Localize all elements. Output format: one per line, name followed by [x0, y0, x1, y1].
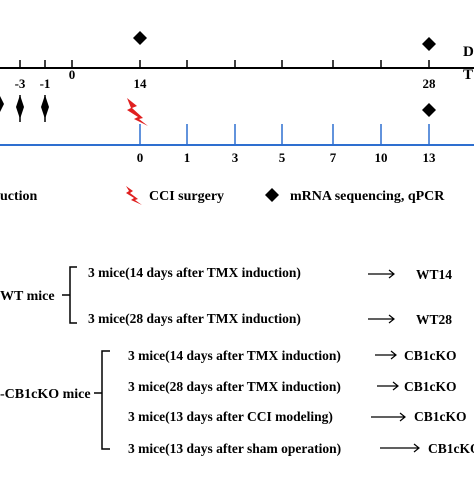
sequencing-diamond-icon — [422, 103, 436, 117]
top-timeline: D T -3 -1 0 14 28 — [0, 31, 474, 122]
legend-sequencing-label: mRNA sequencing, qPCR — [290, 189, 445, 204]
group-name: WT mice — [0, 289, 55, 304]
arrow-icon — [371, 412, 406, 422]
bottom-timeline: 0 1 3 5 7 10 13 — [0, 124, 474, 165]
group-row-result: CB1cKO — [414, 409, 467, 424]
group-wt: WT mice 3 mice(14 days after TMX inducti… — [0, 265, 452, 327]
group-row-label: 3 mice(13 days after sham operation) — [128, 441, 341, 456]
legend-induction-label: uction — [0, 189, 38, 204]
group-name: -CB1cKO mice — [0, 387, 91, 402]
arrow-icon — [377, 381, 399, 391]
arrow-icon — [368, 314, 395, 324]
group-row-label: 3 mice(28 days after TMX induction) — [128, 379, 341, 394]
top-tick-label: 14 — [134, 76, 148, 91]
arrow-icon — [368, 269, 395, 279]
arrow-icon — [375, 350, 397, 360]
group-row-result: WT14 — [416, 267, 452, 282]
bottom-tick-label: 3 — [232, 150, 239, 165]
legend-lightning-icon — [126, 186, 142, 205]
top-tick-label: 28 — [423, 76, 437, 91]
bottom-tick-label: 0 — [137, 150, 144, 165]
group-row-label: 3 mice(14 days after TMX induction) — [88, 265, 301, 280]
sequencing-diamond-icon — [133, 31, 147, 45]
bottom-tick-label: 1 — [184, 150, 191, 165]
group-row-label: 3 mice(14 days after TMX induction) — [128, 348, 341, 363]
tmx-injection-marker-icon — [0, 96, 4, 112]
top-tick-label: -3 — [15, 76, 26, 91]
bottom-tick-label: 10 — [375, 150, 388, 165]
group-row-result: CB1cKO — [404, 379, 457, 394]
group-cb1cko: -CB1cKO mice 3 mice(14 days after TMX in… — [0, 348, 474, 456]
legend-cci-label: CCI surgery — [149, 189, 224, 204]
bottom-tick-label: 5 — [279, 150, 286, 165]
top-axis-day-label: D — [463, 44, 474, 60]
group-row-result: CB1cKO — [428, 441, 474, 456]
sequencing-diamond-icon — [422, 37, 436, 51]
group-row-label: 3 mice(28 days after TMX induction) — [88, 311, 301, 326]
top-tick-label: -1 — [40, 76, 51, 91]
bottom-tick-label: 7 — [330, 150, 337, 165]
cci-lightning-icon — [127, 98, 148, 126]
arrow-icon — [380, 443, 420, 453]
group-bracket — [94, 350, 110, 450]
legend: uction CCI surgery mRNA sequencing, qPCR — [0, 186, 445, 205]
group-row-result: CB1cKO — [404, 348, 457, 363]
top-tick-label: 0 — [69, 67, 76, 82]
group-row-label: 3 mice(13 days after CCI modeling) — [128, 409, 333, 424]
top-axis-t-label: T — [463, 67, 473, 83]
group-row-result: WT28 — [416, 312, 452, 327]
bottom-tick-label: 13 — [423, 150, 437, 165]
group-bracket — [62, 266, 77, 324]
legend-diamond-icon — [265, 188, 279, 202]
